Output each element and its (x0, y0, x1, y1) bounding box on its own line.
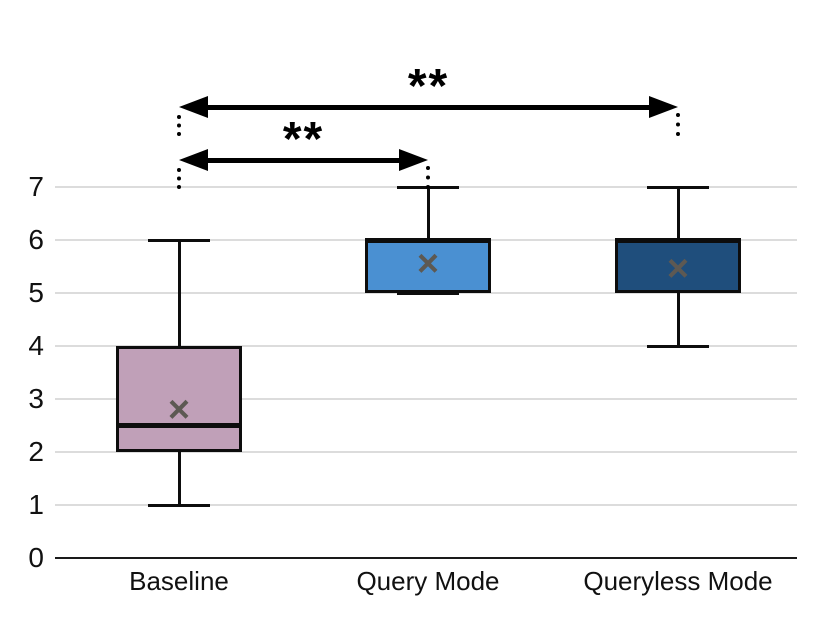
significance-label: ** (282, 113, 325, 166)
arrowhead-left-icon (179, 149, 208, 171)
y-tick-label: 0 (28, 542, 44, 573)
iqr-box (116, 346, 242, 452)
x-axis-line (55, 557, 797, 559)
dotted-connector (177, 115, 181, 136)
x-category-label: Queryless Mode (583, 566, 773, 596)
mean-marker: × (666, 248, 690, 291)
mean-marker: × (167, 388, 191, 431)
arrowhead-right-icon (399, 149, 428, 171)
x-category-label: Baseline (129, 566, 229, 596)
significance-arrow-line (204, 157, 403, 163)
y-tick-label: 4 (28, 330, 44, 361)
median-line (365, 237, 491, 243)
median-line (116, 423, 242, 428)
y-tick-label: 6 (28, 224, 44, 255)
y-tick-label: 3 (28, 383, 44, 414)
gridline (55, 504, 797, 506)
arrowhead-left-icon (179, 96, 208, 118)
lower-whisker (676, 293, 680, 346)
gridline (55, 398, 797, 400)
dotted-connector (676, 113, 680, 136)
gridline (55, 451, 797, 453)
min-whisker-cap (148, 503, 210, 507)
arrowhead-right-icon (649, 96, 678, 118)
lower-whisker (177, 452, 181, 505)
median-line (615, 237, 741, 243)
significance-label: ** (407, 60, 450, 113)
y-tick-label: 7 (28, 171, 44, 202)
min-whisker-cap (397, 291, 459, 295)
min-whisker-cap (647, 344, 709, 348)
mean-marker: × (416, 242, 440, 285)
x-category-label: Query Mode (356, 566, 500, 596)
y-tick-label: 1 (28, 489, 44, 520)
significance-arrow-line (204, 104, 653, 110)
upper-whisker (177, 240, 181, 346)
dotted-connector (426, 166, 430, 189)
gridline (55, 345, 797, 347)
dotted-connector (177, 168, 181, 189)
y-tick-label: 5 (28, 277, 44, 308)
upper-whisker (676, 187, 680, 240)
max-whisker-cap (148, 238, 210, 242)
y-tick-label: 2 (28, 436, 44, 467)
iqr-box (365, 240, 491, 293)
max-whisker-cap (647, 185, 709, 189)
upper-whisker (426, 187, 430, 240)
